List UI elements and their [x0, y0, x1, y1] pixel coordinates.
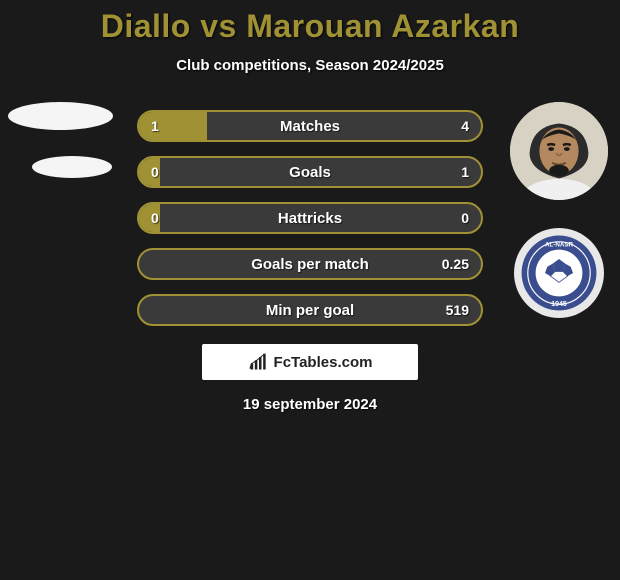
stat-fill [139, 112, 207, 140]
bar-chart-icon [248, 352, 270, 372]
attribution-badge[interactable]: FcTables.com [202, 344, 418, 380]
club-badge: AL-NASR 1945 [514, 228, 604, 318]
club-badge-placeholder [32, 156, 112, 178]
stat-left-value: 0 [151, 164, 159, 180]
stat-list: 1 Matches 4 0 Goals 1 0 Hattricks 0 Goals per mat… [137, 110, 483, 326]
comparison-block: AL-NASR 1945 1Matches40Goals10Hattricks0… [0, 110, 620, 326]
stat-right-value: 0.25 [442, 256, 469, 272]
stat-left-value: 1 [151, 118, 159, 134]
subtitle: Club competitions, Season 2024/2025 [0, 57, 620, 74]
stat-label: Matches [280, 118, 340, 135]
stat-right-value: 4 [461, 118, 469, 134]
stat-row: 1 Matches 4 [137, 110, 483, 142]
attribution-label: FcTables.com [274, 354, 373, 371]
right-player-badges: AL-NASR 1945 [510, 102, 608, 318]
club-year: 1945 [551, 301, 567, 308]
svg-text:AL-NASR: AL-NASR [545, 241, 574, 248]
stat-left-value: 0 [151, 210, 159, 226]
stat-row: Min per goal 519 [137, 294, 483, 326]
stat-right-value: 0 [461, 210, 469, 226]
date-line: 19 september 2024 [0, 396, 620, 413]
player-photo [510, 102, 608, 200]
page-title: Diallo vs Marouan Azarkan [0, 0, 620, 45]
player-photo-placeholder [8, 102, 113, 130]
stat-label: Goals per match [251, 256, 369, 273]
stat-row: 0 Hattricks 0 [137, 202, 483, 234]
stat-label: Goals [289, 164, 331, 181]
stat-label: Hattricks [278, 210, 342, 227]
stat-right-value: 1 [461, 164, 469, 180]
stat-row: 0 Goals 1 [137, 156, 483, 188]
stat-row: Goals per match 0.25 [137, 248, 483, 280]
stat-label: Min per goal [266, 302, 354, 319]
left-player-badges [8, 102, 113, 178]
stat-right-value: 519 [446, 302, 469, 318]
